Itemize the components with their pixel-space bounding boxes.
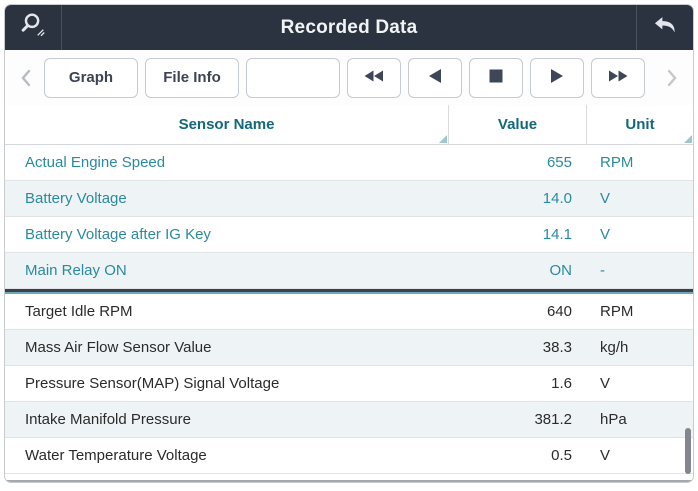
file-info-button[interactable]: File Info	[145, 57, 239, 98]
sensor-name-cell: Pressure Sensor(MAP) Signal Voltage	[25, 375, 280, 392]
column-header-label: Sensor Name	[178, 116, 275, 133]
sensor-unit-cell: RPM	[600, 303, 634, 320]
sensor-name-cell: Main Relay ON	[25, 262, 127, 279]
column-header-sensor-name[interactable]: Sensor Name	[5, 105, 449, 144]
fast-forward-button[interactable]	[591, 57, 645, 98]
table-row[interactable]: Battery Voltage 14.0 V	[5, 181, 693, 217]
table-row[interactable]: Pressure Sensor(MAP) Signal Voltage 1.6 …	[5, 366, 693, 402]
sensor-value-cell: 655	[546, 154, 572, 171]
step-back-button[interactable]	[408, 57, 462, 98]
sensor-unit-cell: RPM	[600, 154, 634, 171]
sensor-name-cell: Actual Engine Speed	[25, 154, 166, 171]
table-header: Sensor Name Value Unit	[5, 105, 693, 145]
sensor-name-cell: Battery Voltage	[25, 190, 127, 207]
table-row[interactable]: Water Temperature Voltage 0.5 V	[5, 438, 693, 474]
column-header-label: Unit	[625, 116, 655, 133]
table-row[interactable]: Mass Air Flow Sensor Value 38.3 kg/h	[5, 330, 693, 366]
stop-icon	[486, 66, 506, 90]
pinned-separator	[5, 289, 693, 294]
sensor-value-cell: ON	[549, 262, 573, 279]
sensor-unit-cell: V	[600, 190, 611, 207]
step-back-icon	[424, 66, 446, 90]
fast-forward-icon	[606, 66, 630, 90]
sensor-unit-cell: -	[600, 262, 605, 279]
column-header-unit[interactable]: Unit	[587, 105, 693, 144]
table-row[interactable]: Target Idle RPM 640 RPM	[5, 294, 693, 330]
column-resize-grip-icon[interactable]	[684, 135, 692, 143]
sensor-value-cell: 38.3	[542, 339, 572, 356]
table-row[interactable]: Intake Manifold Pressure 381.2 hPa	[5, 402, 693, 438]
chevron-right-icon[interactable]	[661, 58, 683, 98]
search-button[interactable]	[5, 5, 62, 50]
chevron-left-icon[interactable]	[15, 58, 37, 98]
sensor-value-cell: 381.2	[534, 411, 572, 428]
sensor-unit-cell: V	[600, 447, 611, 464]
rewind-button[interactable]	[347, 57, 401, 98]
sensor-value-cell: 640	[546, 303, 572, 320]
sensor-value-cell: 0.5	[551, 447, 572, 464]
table-row[interactable]: Actual Engine Speed 655 RPM	[5, 145, 693, 181]
back-button[interactable]	[636, 5, 693, 50]
sensor-name-cell: Mass Air Flow Sensor Value	[25, 339, 212, 356]
table-row[interactable]: Battery Voltage after IG Key 14.1 V	[5, 217, 693, 253]
play-icon	[546, 66, 568, 90]
table-body: Actual Engine Speed 655 RPM Battery Volt…	[5, 145, 693, 482]
stop-button[interactable]	[469, 57, 523, 98]
sensor-name-cell: Water Temperature Voltage	[25, 447, 207, 464]
sensor-unit-cell: V	[600, 226, 611, 243]
sensor-value-cell: 1.6	[551, 375, 572, 392]
recorded-data-window: Recorded Data Graph File Info	[4, 4, 694, 483]
sensor-unit-cell: kg/h	[600, 339, 629, 356]
column-header-label: Value	[497, 116, 538, 133]
blank-button[interactable]	[246, 57, 340, 98]
sensor-unit-cell: V	[600, 375, 611, 392]
sensor-value-cell: 14.0	[542, 190, 572, 207]
title-bar: Recorded Data	[5, 5, 693, 50]
play-button[interactable]	[530, 57, 584, 98]
sensor-value-cell: 14.1	[542, 226, 572, 243]
page-title: Recorded Data	[280, 16, 418, 38]
column-header-value[interactable]: Value	[449, 105, 587, 144]
table-row[interactable]: Main Relay ON ON -	[5, 253, 693, 289]
graph-button[interactable]: Graph	[44, 57, 138, 98]
column-resize-grip-icon[interactable]	[439, 135, 447, 143]
vertical-scrollbar-thumb[interactable]	[685, 428, 691, 474]
sensor-unit-cell: hPa	[600, 411, 627, 428]
sensor-name-cell: Target Idle RPM	[25, 303, 133, 320]
magnifier-resize-icon	[18, 10, 48, 45]
toolbar: Graph File Info	[5, 50, 693, 105]
rewind-icon	[362, 66, 386, 90]
sensor-name-cell: Intake Manifold Pressure	[25, 411, 191, 428]
return-arrow-icon	[651, 11, 679, 44]
sensor-name-cell: Battery Voltage after IG Key	[25, 226, 211, 243]
